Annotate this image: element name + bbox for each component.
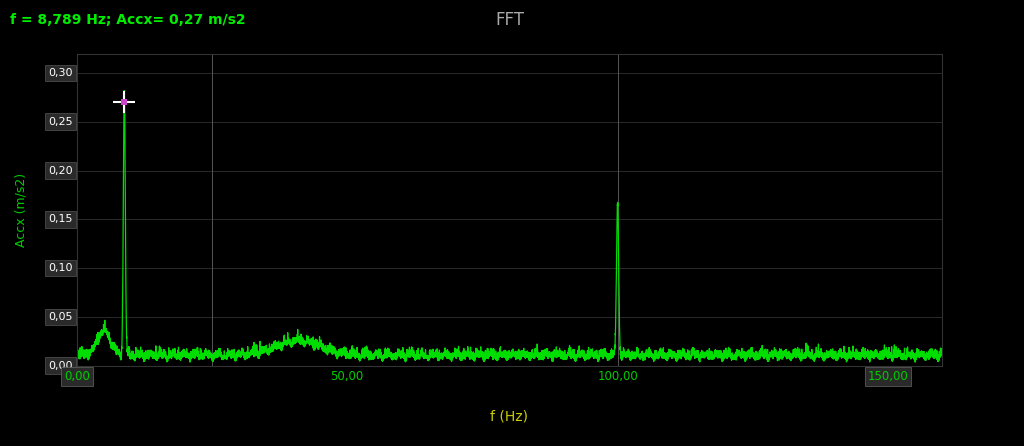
Text: f (Hz): f (Hz) bbox=[490, 409, 528, 423]
Text: 150,00: 150,00 bbox=[867, 370, 908, 383]
Text: FFT: FFT bbox=[495, 11, 524, 29]
Text: 0,00: 0,00 bbox=[48, 361, 73, 371]
Text: 50,00: 50,00 bbox=[331, 370, 364, 383]
Text: 0,00: 0,00 bbox=[63, 370, 90, 383]
Text: 0,10: 0,10 bbox=[48, 263, 73, 273]
Text: 0,20: 0,20 bbox=[48, 165, 73, 176]
Text: 0,30: 0,30 bbox=[48, 68, 73, 78]
Text: f = 8,789 Hz; Accx= 0,27 m/s2: f = 8,789 Hz; Accx= 0,27 m/s2 bbox=[10, 13, 246, 27]
Text: 0,15: 0,15 bbox=[48, 215, 73, 224]
Text: 0,25: 0,25 bbox=[48, 117, 73, 127]
Text: 0,05: 0,05 bbox=[48, 312, 73, 322]
Text: Accx (m/s2): Accx (m/s2) bbox=[14, 173, 27, 247]
Text: 100,00: 100,00 bbox=[597, 370, 638, 383]
